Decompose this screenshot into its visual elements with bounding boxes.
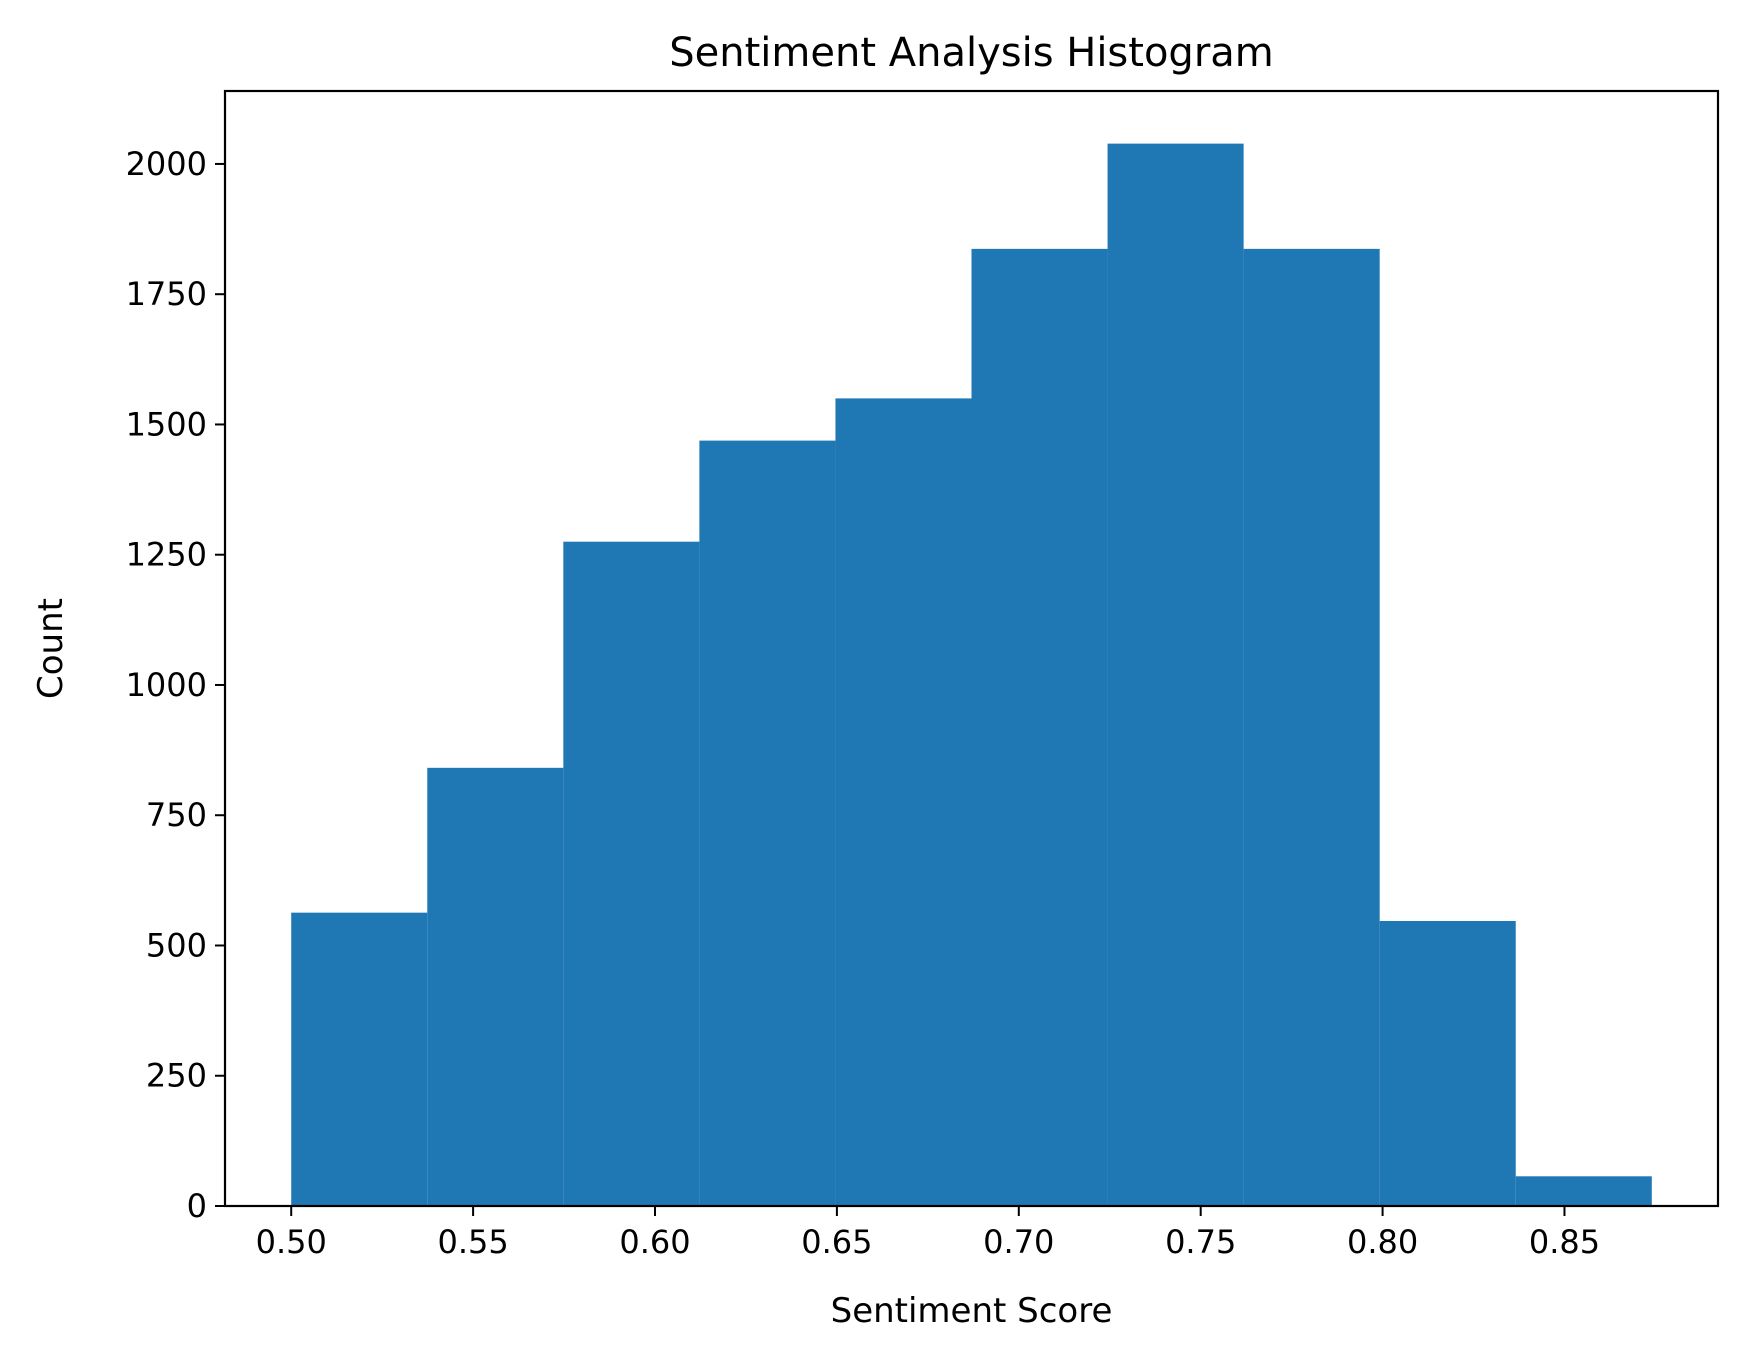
chart-title: Sentiment Analysis Histogram bbox=[669, 30, 1274, 76]
y-tick-label: 2000 bbox=[126, 145, 207, 183]
x-axis-label: Sentiment Score bbox=[831, 1291, 1113, 1331]
y-tick-label: 1750 bbox=[126, 275, 207, 313]
x-tick-label: 0.50 bbox=[256, 1223, 327, 1261]
y-tick-label: 1000 bbox=[126, 666, 207, 704]
y-axis-label: Count bbox=[31, 598, 71, 699]
x-tick-label: 0.70 bbox=[983, 1223, 1054, 1261]
y-tick-label: 500 bbox=[146, 926, 207, 964]
y-tick-label: 1500 bbox=[126, 405, 207, 443]
x-tick-label: 0.55 bbox=[437, 1223, 508, 1261]
bars-layer bbox=[291, 143, 1652, 1207]
plot-frame bbox=[223, 89, 1720, 1208]
x-tick-label: 0.80 bbox=[1347, 1223, 1418, 1261]
histogram-bar-4 bbox=[835, 398, 972, 1206]
histogram-bar-9 bbox=[1515, 1176, 1652, 1206]
histogram-bar-8 bbox=[1379, 920, 1516, 1206]
x-tick-label: 0.75 bbox=[1165, 1223, 1236, 1261]
ticks-layer: 0.50 0.55 0.60 0.65 0.70 0.75 0.80 0.85 0 250 500 7… bbox=[126, 145, 1601, 1261]
y-tick-label: 250 bbox=[146, 1057, 207, 1095]
histogram-bar-0 bbox=[291, 912, 428, 1206]
y-tick-label: 0 bbox=[187, 1187, 207, 1225]
x-tick-label: 0.65 bbox=[801, 1223, 872, 1261]
y-tick-label: 1250 bbox=[126, 536, 207, 574]
y-tick-label: 750 bbox=[146, 796, 207, 834]
x-tick-label: 0.60 bbox=[619, 1223, 690, 1261]
x-tick-label: 0.85 bbox=[1529, 1223, 1600, 1261]
histogram-bar-1 bbox=[427, 767, 564, 1206]
histogram-bar-5 bbox=[971, 248, 1108, 1207]
histogram-bar-3 bbox=[699, 440, 836, 1206]
histogram-bar-7 bbox=[1243, 248, 1380, 1207]
histogram-bar-2 bbox=[563, 541, 700, 1206]
histogram-bar-6 bbox=[1107, 143, 1244, 1207]
